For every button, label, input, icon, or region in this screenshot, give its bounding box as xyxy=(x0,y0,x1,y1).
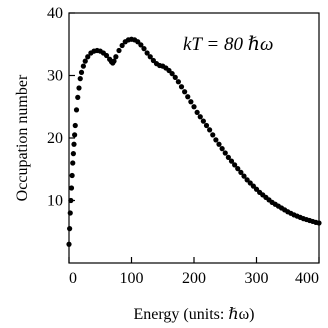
data-point xyxy=(67,226,73,232)
x-tick-label: 400 xyxy=(295,270,319,287)
data-point xyxy=(71,141,77,147)
data-point xyxy=(172,74,178,80)
data-point xyxy=(200,118,206,124)
data-point xyxy=(144,50,150,56)
y-tick-label: 20 xyxy=(47,130,63,147)
data-point xyxy=(103,52,110,59)
data-point xyxy=(219,146,225,152)
data-point xyxy=(69,172,75,179)
x-tick-label: 0 xyxy=(69,270,77,287)
data-point xyxy=(68,185,75,191)
data-point xyxy=(316,220,322,226)
data-point xyxy=(188,99,194,105)
data-point xyxy=(138,42,144,48)
x-axis-label: Energy (units: ℏω) xyxy=(134,306,255,323)
data-point xyxy=(113,54,119,60)
data-point xyxy=(175,79,181,85)
y-axis-label: Occupation number xyxy=(14,74,31,201)
data-point xyxy=(111,58,117,64)
data-point xyxy=(72,122,78,129)
data-point xyxy=(70,160,76,166)
data-point xyxy=(185,94,191,100)
data-point xyxy=(70,151,76,157)
data-point xyxy=(85,54,91,60)
data-point xyxy=(207,127,213,133)
data-point xyxy=(66,241,72,247)
data-point xyxy=(77,76,83,82)
data-point xyxy=(194,109,200,115)
y-tick-label: 10 xyxy=(47,193,63,210)
data-point xyxy=(169,71,175,77)
ticks: 0 100 200 300 400 10 20 30 40 xyxy=(47,5,320,287)
x-tick-label: 300 xyxy=(245,270,269,287)
data-point xyxy=(228,158,235,164)
data-point xyxy=(178,84,185,90)
data-point xyxy=(72,132,78,138)
data-point xyxy=(147,54,153,60)
data-point xyxy=(191,104,197,110)
data-point xyxy=(203,122,210,129)
data-point xyxy=(73,107,80,113)
data-point xyxy=(116,47,122,54)
data-point xyxy=(76,85,82,91)
data-point xyxy=(197,114,203,120)
x-tick-label: 100 xyxy=(120,270,144,287)
data-point xyxy=(67,210,73,216)
data-point xyxy=(238,169,244,175)
x-tick-label: 200 xyxy=(182,270,206,287)
data-point xyxy=(78,69,85,75)
y-tick-label: 40 xyxy=(47,5,63,22)
data-point xyxy=(68,197,74,204)
data-point xyxy=(213,137,219,143)
annotation: kT = 80 ℏω xyxy=(183,34,273,55)
data-point xyxy=(75,94,81,100)
data-point xyxy=(141,46,147,52)
data-point xyxy=(222,150,228,156)
data-point xyxy=(119,42,125,49)
data-point xyxy=(210,132,216,138)
data-point xyxy=(182,89,188,95)
data-points xyxy=(66,36,322,247)
data-point xyxy=(232,162,238,168)
data-point xyxy=(216,141,222,147)
data-point xyxy=(82,58,88,64)
data-point xyxy=(241,173,247,179)
data-point xyxy=(225,154,231,160)
data-point xyxy=(80,63,86,69)
y-tick-label: 30 xyxy=(47,68,63,85)
data-point xyxy=(235,166,241,172)
